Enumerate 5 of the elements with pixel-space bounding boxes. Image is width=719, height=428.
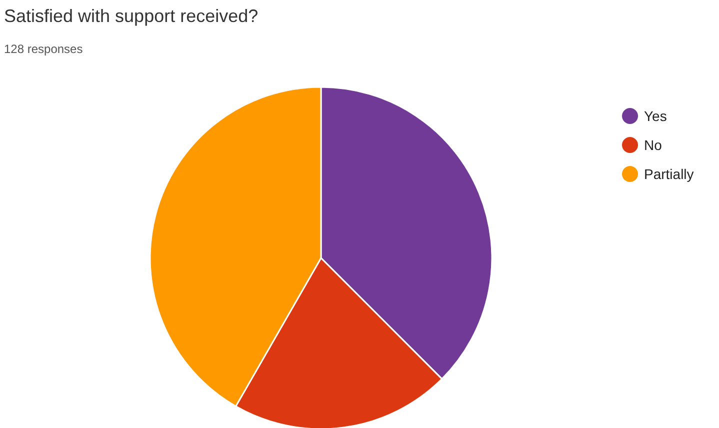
legend-label: No (644, 137, 662, 153)
text: 128 responses (4, 42, 83, 56)
legend-label: Partially (644, 166, 694, 182)
chart-title: Satisfied with support received? (4, 6, 258, 26)
legend-label: Yes (644, 108, 667, 124)
